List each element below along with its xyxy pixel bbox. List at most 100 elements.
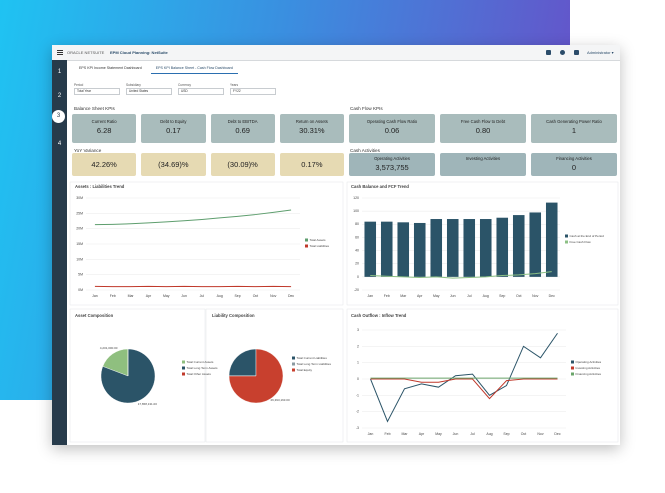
tile-label: Operating Activities	[374, 156, 410, 161]
filter: Subsidiary United States	[126, 83, 172, 95]
line-series	[370, 378, 558, 400]
kpi-tile[interactable]: Free Cash Flow to Debt 0.80	[440, 114, 526, 143]
x-tick-label: Jun	[450, 294, 456, 298]
filter-select[interactable]: FY22	[230, 88, 276, 95]
filter-label: Years	[230, 83, 239, 87]
y-tick-label: 40	[355, 248, 359, 252]
legend-label: Cash at the End of Period	[570, 234, 605, 238]
kpi-tile[interactable]: (34.69)%	[141, 153, 206, 176]
apps-icon[interactable]	[574, 50, 579, 55]
bar	[397, 222, 410, 277]
y-tick-label: 120	[353, 196, 359, 200]
y-tick-label: 15M	[76, 242, 83, 246]
filter: Period Total Year	[74, 83, 120, 95]
tile-value: 6.28	[96, 126, 112, 135]
y-tick-label: 80	[355, 222, 359, 226]
filter-select[interactable]: Total Year	[74, 88, 120, 95]
filter-label: Currency	[178, 83, 191, 87]
nav-item[interactable]: 4	[57, 141, 62, 147]
home-icon[interactable]	[546, 50, 551, 55]
bar	[545, 202, 558, 277]
kpi-tile[interactable]: Investing Activities	[440, 153, 526, 176]
kpi-tile[interactable]: Debt to Equity 0.17	[141, 114, 206, 143]
x-tick-label: Apr	[417, 294, 423, 298]
tile-value: 0.17	[166, 126, 181, 135]
menu-button[interactable]	[57, 50, 63, 51]
tab[interactable]: EPS KPI Balance Sheet - Cash Flow Dashbo…	[150, 63, 238, 74]
nav-item[interactable]: 3	[52, 110, 65, 123]
legend-swatch	[292, 368, 295, 372]
x-tick-label: Sep	[499, 294, 505, 298]
kpi-tile[interactable]: Debt to EBITDA 0.69	[210, 114, 275, 143]
chart-title: Assets : Liabilities Trend	[75, 184, 125, 189]
tile-label: Debt to Equity	[160, 119, 187, 124]
nav-item[interactable]: 1	[57, 69, 62, 75]
kpi-tile[interactable]: 0.17%	[279, 153, 344, 176]
tab[interactable]: EPS KPI Income Statement Dashboard	[79, 66, 142, 70]
x-tick-label: Jan	[367, 294, 373, 298]
kpi-tile[interactable]: 42.26%	[72, 153, 137, 176]
legend-swatch	[565, 234, 568, 238]
filter-select[interactable]: USD	[178, 88, 224, 95]
legend-label: Free Cash Flow	[570, 240, 592, 244]
kpi-tile[interactable]: (30.09)%	[210, 153, 275, 176]
info-icon[interactable]	[560, 50, 565, 55]
legend-label: Total Long Term Assets	[187, 366, 218, 370]
legend-swatch	[182, 372, 185, 376]
y-tick-label: 0	[357, 275, 359, 279]
legend-swatch	[182, 366, 185, 370]
x-tick-label: May	[163, 294, 170, 298]
y-tick-label: 100	[353, 209, 359, 213]
x-tick-label: Oct	[521, 432, 526, 436]
y-tick-label: 25M	[76, 211, 83, 215]
tile-label: Free Cash Flow to Debt	[460, 119, 506, 124]
x-tick-label: Nov	[270, 294, 276, 298]
legend-label: Total Current Liabilities	[297, 356, 328, 360]
kpi-tile[interactable]: Financing Activities 0	[531, 153, 617, 176]
tile-label: Return on Assets	[295, 119, 328, 124]
tile-value: 0	[571, 163, 577, 172]
x-tick-label: Sep	[234, 294, 240, 298]
y-tick-label: -3	[356, 426, 359, 430]
y-tick-label: 3	[357, 328, 359, 332]
x-tick-label: Nov	[537, 432, 543, 436]
filter: Years FY22	[230, 83, 276, 95]
line-series	[370, 271, 552, 279]
kpi-tile[interactable]: Operating Cash Flow Ratio 0.06	[349, 114, 435, 143]
kpi-tile[interactable]: Cash Generating Power Ratio 1	[531, 114, 617, 143]
filter-bar: Period Total Year Subsidiary United States C…	[74, 83, 276, 95]
kpi-tile[interactable]: Operating Activities 3,573,755	[349, 153, 435, 176]
legend-swatch	[571, 366, 574, 370]
nav-item[interactable]: 2	[57, 93, 62, 99]
y-tick-label: 10M	[76, 257, 83, 261]
x-tick-label: Dec	[554, 432, 560, 436]
chart-panel	[69, 181, 344, 306]
x-tick-label: Sep	[503, 432, 509, 436]
y-tick-label: -20	[354, 288, 359, 292]
bar	[512, 215, 525, 277]
kpi-tile[interactable]: Return on Assets 30.31%	[279, 114, 344, 143]
legend-label: Total Other Assets	[187, 372, 212, 376]
x-tick-label: Mar	[401, 432, 408, 436]
tab-bar: EPS KPI Income Statement Dashboard EPS KP…	[74, 63, 238, 74]
legend-label: Total Current Assets	[187, 360, 214, 364]
y-tick-label: -2	[356, 410, 359, 414]
filter-select[interactable]: United States	[126, 88, 172, 95]
legend-swatch	[292, 362, 295, 366]
brand: ORACLE NETSUITE	[67, 50, 105, 55]
kpi-tile[interactable]: Current Ratio 6.28	[72, 114, 137, 143]
y-tick-label: 0	[357, 377, 359, 381]
x-tick-label: Feb	[384, 432, 390, 436]
user-menu[interactable]: Administrator ▾	[587, 50, 614, 55]
y-tick-label: 30M	[76, 196, 83, 200]
x-tick-label: Aug	[483, 294, 489, 298]
x-tick-label: Jan	[92, 294, 98, 298]
y-tick-label: 1	[357, 361, 359, 365]
x-tick-label: Aug	[486, 432, 492, 436]
pie-slice	[228, 348, 257, 377]
tile-label: Investing Activities	[465, 156, 501, 161]
line-series	[94, 209, 292, 226]
x-tick-label: Aug	[217, 294, 223, 298]
